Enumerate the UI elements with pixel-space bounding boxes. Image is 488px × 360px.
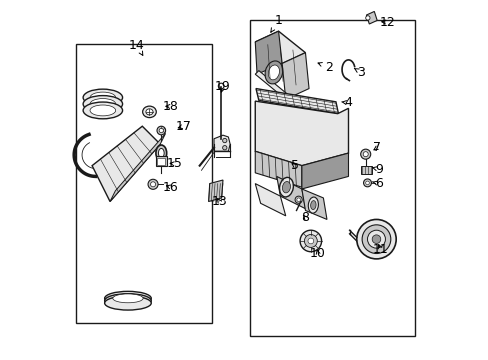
Ellipse shape <box>264 61 282 84</box>
Circle shape <box>157 126 165 135</box>
Text: 9: 9 <box>371 163 382 176</box>
Circle shape <box>222 138 226 143</box>
Ellipse shape <box>142 106 156 118</box>
Text: 3: 3 <box>353 66 364 79</box>
Polygon shape <box>92 126 160 202</box>
Bar <box>76 44 212 323</box>
Text: 2: 2 <box>317 60 332 73</box>
Ellipse shape <box>310 201 315 210</box>
Circle shape <box>371 235 380 243</box>
Bar <box>249 21 414 336</box>
Text: 15: 15 <box>166 157 182 170</box>
Polygon shape <box>110 134 165 202</box>
Text: 19: 19 <box>215 80 230 93</box>
Circle shape <box>360 149 370 159</box>
Ellipse shape <box>307 197 318 213</box>
Polygon shape <box>301 189 326 220</box>
Circle shape <box>307 238 313 244</box>
Polygon shape <box>255 31 282 74</box>
Polygon shape <box>214 135 230 151</box>
Text: 16: 16 <box>163 181 179 194</box>
Circle shape <box>356 220 395 259</box>
Polygon shape <box>301 153 348 189</box>
Polygon shape <box>366 12 376 24</box>
Ellipse shape <box>83 96 122 112</box>
Text: 6: 6 <box>371 177 382 190</box>
Polygon shape <box>276 176 305 209</box>
Circle shape <box>294 196 302 203</box>
Circle shape <box>296 198 300 202</box>
Text: 14: 14 <box>129 39 144 55</box>
Ellipse shape <box>145 109 153 115</box>
Ellipse shape <box>90 105 116 116</box>
Bar <box>156 156 166 166</box>
Ellipse shape <box>104 294 151 308</box>
Ellipse shape <box>282 181 290 193</box>
Text: 13: 13 <box>211 195 227 208</box>
Circle shape <box>367 230 385 248</box>
Text: 1: 1 <box>270 14 282 32</box>
Circle shape <box>362 225 390 253</box>
Circle shape <box>159 129 163 133</box>
Polygon shape <box>255 184 285 216</box>
Circle shape <box>218 83 224 89</box>
Ellipse shape <box>158 148 164 158</box>
Polygon shape <box>255 71 289 99</box>
Text: 17: 17 <box>175 120 191 133</box>
Text: 7: 7 <box>372 141 381 154</box>
Text: 5: 5 <box>290 159 298 172</box>
Circle shape <box>150 182 155 187</box>
Circle shape <box>300 230 321 252</box>
Ellipse shape <box>83 102 122 119</box>
Ellipse shape <box>104 291 151 305</box>
Circle shape <box>304 234 317 247</box>
Text: 11: 11 <box>372 243 388 256</box>
Ellipse shape <box>156 145 166 161</box>
Text: 10: 10 <box>309 247 325 260</box>
Bar <box>360 166 371 174</box>
Polygon shape <box>255 89 338 114</box>
Ellipse shape <box>90 92 116 103</box>
Text: 8: 8 <box>301 211 309 224</box>
Polygon shape <box>282 53 308 99</box>
Ellipse shape <box>279 177 293 197</box>
Circle shape <box>363 179 371 187</box>
Circle shape <box>222 145 226 150</box>
Bar <box>157 158 165 165</box>
Text: 12: 12 <box>379 16 395 29</box>
Circle shape <box>365 181 368 185</box>
Ellipse shape <box>268 65 279 80</box>
Polygon shape <box>255 151 301 187</box>
Text: 4: 4 <box>341 96 352 109</box>
Polygon shape <box>208 180 223 202</box>
Ellipse shape <box>83 89 122 106</box>
Text: 18: 18 <box>163 100 179 113</box>
Circle shape <box>148 179 158 189</box>
Ellipse shape <box>104 296 151 310</box>
Circle shape <box>363 152 367 157</box>
Ellipse shape <box>90 99 116 109</box>
Ellipse shape <box>113 294 143 303</box>
Polygon shape <box>255 101 348 166</box>
Circle shape <box>365 16 369 20</box>
Polygon shape <box>255 31 305 63</box>
